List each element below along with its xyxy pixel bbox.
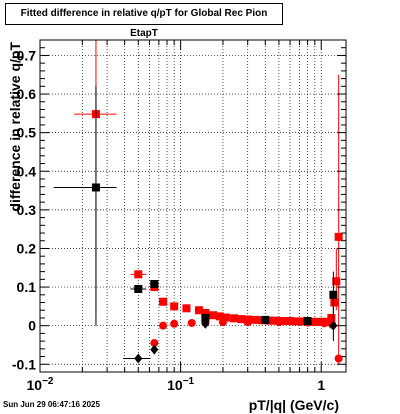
data-point — [170, 319, 179, 328]
data-point — [194, 306, 203, 315]
data-point — [292, 317, 301, 326]
y-tick-label: 0.6 — [17, 86, 37, 102]
data-point — [201, 308, 210, 317]
data-point — [201, 313, 210, 322]
x-tick-label: 10−1 — [167, 376, 194, 393]
data-point — [134, 353, 143, 364]
data-point — [187, 318, 196, 327]
series-group — [123, 306, 338, 364]
data-point — [312, 317, 321, 326]
data-point — [182, 304, 191, 313]
data-point — [134, 285, 143, 293]
x-tick-label: 1 — [317, 377, 325, 393]
y-tick-label: 0.4 — [17, 163, 37, 179]
data-point — [251, 315, 260, 324]
data-point — [201, 318, 210, 329]
data-point — [286, 317, 295, 326]
data-point — [237, 315, 246, 324]
data-series — [53, 40, 343, 365]
data-point — [327, 313, 336, 322]
data-point — [230, 314, 239, 323]
data-point — [150, 339, 159, 348]
data-point — [330, 298, 339, 307]
data-point — [334, 354, 343, 363]
data-point — [243, 318, 252, 327]
data-point — [303, 317, 312, 326]
series-group — [53, 86, 338, 326]
data-point — [279, 317, 288, 326]
y-tick-label: 0 — [28, 318, 36, 334]
y-tick-label: 0.3 — [17, 202, 37, 218]
data-point — [329, 320, 338, 331]
data-point — [221, 313, 230, 322]
data-point — [274, 318, 283, 327]
data-point — [159, 321, 168, 330]
data-point — [159, 297, 168, 306]
x-axis-label: pT/|q| (GeV/c) — [249, 397, 339, 413]
axes: 10−2 10−1 1 -0.1 0 0.1 0.2 0.3 0.4 0.5 0.6 0.7 — [12, 39, 346, 393]
chart-title: Fitted difference in relative q/pT for G… — [5, 3, 283, 39]
data-point — [91, 183, 100, 192]
data-point — [218, 318, 227, 327]
data-point — [329, 290, 338, 299]
x-tick-label: 10−2 — [27, 376, 54, 393]
y-tick-label: 0.1 — [17, 279, 37, 295]
y-tick-label: -0.1 — [12, 356, 36, 372]
data-point — [261, 315, 270, 324]
data-point — [150, 279, 159, 288]
timestamp: Sun Jun 29 06:47:16 2025 — [3, 400, 100, 409]
data-point — [265, 316, 274, 325]
y-tick-label: 0.7 — [17, 47, 37, 63]
data-point — [150, 344, 159, 355]
data-point — [215, 312, 224, 321]
y-axis-label: difference in relative q/pT — [7, 42, 23, 212]
data-point — [134, 270, 143, 279]
data-point — [170, 302, 179, 311]
data-point — [332, 277, 341, 286]
y-tick-label: 0.2 — [17, 240, 37, 256]
data-point — [209, 311, 218, 320]
data-point — [320, 319, 329, 328]
plot-frame — [39, 39, 347, 373]
data-point — [334, 232, 343, 241]
y-tick-label: 0.5 — [17, 125, 37, 141]
